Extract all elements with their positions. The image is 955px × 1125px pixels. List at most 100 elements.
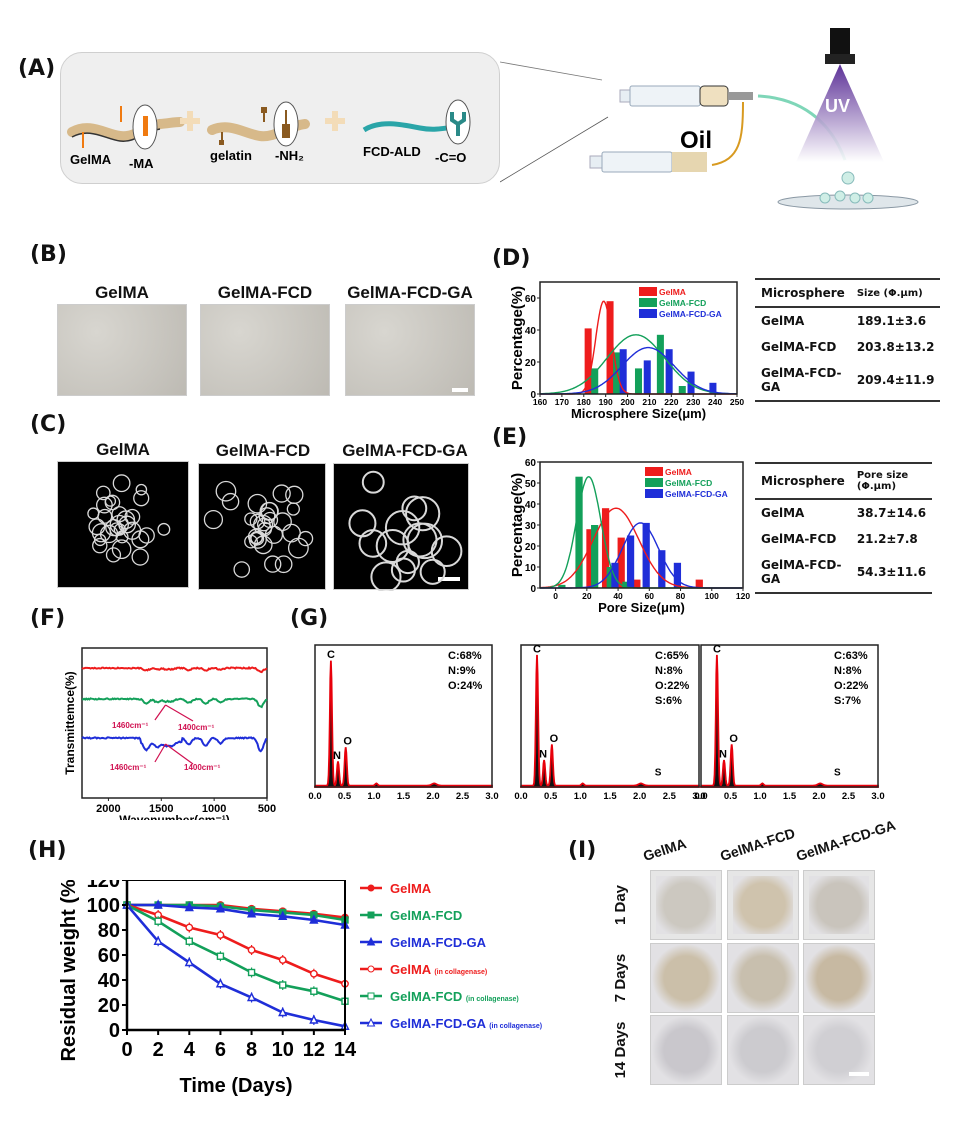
data-point [155, 918, 161, 924]
sem-pore [275, 556, 291, 572]
legend-label: GelMA-FCD (in collagenase) [390, 989, 519, 1004]
legend-swatch [639, 287, 657, 296]
x-tick-label: 1.0 [574, 791, 587, 802]
x-tick-label: 0 [553, 591, 558, 601]
panel-label-b: (B) [30, 242, 67, 267]
y-tick-label: 20 [525, 542, 537, 553]
annotation-arrow [155, 705, 166, 720]
x-tick-label: 1.0 [367, 791, 380, 802]
oil-tube [712, 102, 743, 165]
table-row: GelMA-FCD-GA 209.4±11.9 [755, 360, 940, 401]
y-tick-label: 60 [98, 945, 120, 967]
chart-d-size-distribution: 160 170 180 190 200 210 220 230 240 2500204060Mic… [490, 270, 760, 430]
group-nh2-label: -NH₂ [275, 148, 304, 163]
histogram-bar [591, 525, 598, 588]
sem-pore [204, 511, 222, 529]
legend-label: GelMA-FCD [659, 298, 706, 308]
y-axis-title: Percentage(%) [509, 473, 526, 577]
chart-e-pore-distribution: 0 20 40 60 80 100 1200102030405060Pore Size(μm… [490, 448, 760, 618]
y-axis-title: Transmittemce(%) [63, 671, 77, 774]
x-tick-label: 1.0 [753, 791, 766, 802]
composition-label: N:8% [834, 665, 862, 677]
i-micrograph-cell [803, 1015, 875, 1085]
x-tick-label: 100 [705, 591, 719, 601]
c-title-gelma-fcd-ga: GelMA-FCD-GA [330, 441, 480, 461]
b-title-gelma-fcd-ga: GelMA-FCD-GA [340, 283, 480, 303]
sem-pore [136, 484, 146, 494]
collection-dish [778, 195, 918, 209]
table-row: GelMA-FCD-GA 54.3±11.6 [755, 552, 932, 593]
peak-label-n: N [333, 750, 341, 762]
panel-label-e: (E) [492, 425, 527, 450]
data-point [186, 924, 192, 930]
histogram-bar [627, 536, 634, 589]
sem-pore [132, 549, 148, 565]
legend-label: GelMA-FCD-GA [659, 309, 722, 319]
uv-lamp-icon [830, 28, 850, 56]
composition-label: S:6% [655, 695, 682, 707]
y-tick-label: 40 [525, 326, 537, 337]
table-row: GelMA-FCD 21.2±7.8 [755, 526, 932, 552]
peak-label-s: S [655, 768, 662, 779]
table-d-size: Microsphere Size (Φ.μm) GelMA 189.1±3.6 Ge… [755, 278, 910, 402]
annotation-arrow [166, 744, 193, 764]
x-tick-label: 6 [215, 1039, 226, 1061]
group-co-label: -C=O [435, 150, 466, 165]
panel-label-g: (G) [290, 606, 328, 631]
x-tick-label: 0.5 [338, 791, 352, 802]
y-tick-label: 40 [525, 500, 537, 511]
data-point [186, 938, 192, 944]
i-column-title: GelMA-FCD [718, 825, 797, 864]
peak-label-c: C [533, 643, 541, 655]
x-tick-label: 1.5 [603, 791, 617, 802]
x-axis-title: Pore Size(μm) [598, 600, 685, 615]
legend-label: GelMA [390, 881, 432, 896]
composition-label: O:22% [834, 680, 868, 692]
scale-bar [849, 1072, 869, 1076]
y-tick-label: 40 [98, 970, 120, 992]
sem-pore [363, 472, 384, 493]
b-micrograph-gelma-fcd [200, 304, 330, 396]
sem-pore [88, 508, 99, 519]
y-tick-label: 100 [87, 895, 120, 917]
i-micrograph-cell [803, 870, 875, 940]
sem-pore [222, 494, 238, 510]
x-tick-label: 120 [736, 591, 750, 601]
x-tick-label: 12 [303, 1039, 325, 1061]
histogram-bar [679, 386, 686, 394]
table-d-header-microsphere: Microsphere [755, 279, 851, 307]
i-micrograph-cell [803, 943, 875, 1013]
table-e-pore: Microsphere Pore size (Φ.μm) GelMA 38.7±14… [755, 462, 910, 594]
sem-pore [113, 475, 130, 492]
data-point [248, 994, 255, 1001]
legend-marker [368, 885, 374, 891]
data-point [311, 971, 317, 977]
x-tick-label: 0.5 [724, 791, 738, 802]
i-micrograph-cell [727, 943, 799, 1013]
histogram-bar [696, 580, 703, 588]
legend-swatch [645, 478, 663, 487]
gaussian-fit-line [540, 508, 742, 588]
ftir-spectrum-line [82, 737, 267, 751]
i-micrograph-cell [727, 870, 799, 940]
i-micrograph-cell [650, 943, 722, 1013]
i-row-label: 1 Day [612, 885, 629, 925]
histogram-bar [633, 580, 640, 588]
histogram-bar [585, 328, 592, 394]
annotation-arrow [166, 705, 193, 721]
histogram-bar [674, 563, 681, 588]
x-tick-label: 2000 [96, 803, 120, 815]
c-title-gelma-fcd: GelMA-FCD [198, 441, 328, 461]
legend-label: GelMA [659, 287, 686, 297]
ftir-spectrum-line [82, 698, 267, 707]
chart-h-degradation: 0204060801001200 2 4 6 8 10 12 14Time (Days)Res… [50, 880, 570, 1120]
x-tick-label: 2.0 [812, 791, 825, 802]
x-tick-label: 2 [153, 1039, 164, 1061]
data-point [279, 1009, 286, 1016]
legend-marker [368, 993, 374, 999]
data-point [280, 982, 286, 988]
y-tick-label: 60 [525, 294, 537, 305]
composition-label: C:65% [655, 650, 689, 662]
sem-pore [421, 560, 445, 584]
peak-label-s: S [834, 768, 841, 779]
